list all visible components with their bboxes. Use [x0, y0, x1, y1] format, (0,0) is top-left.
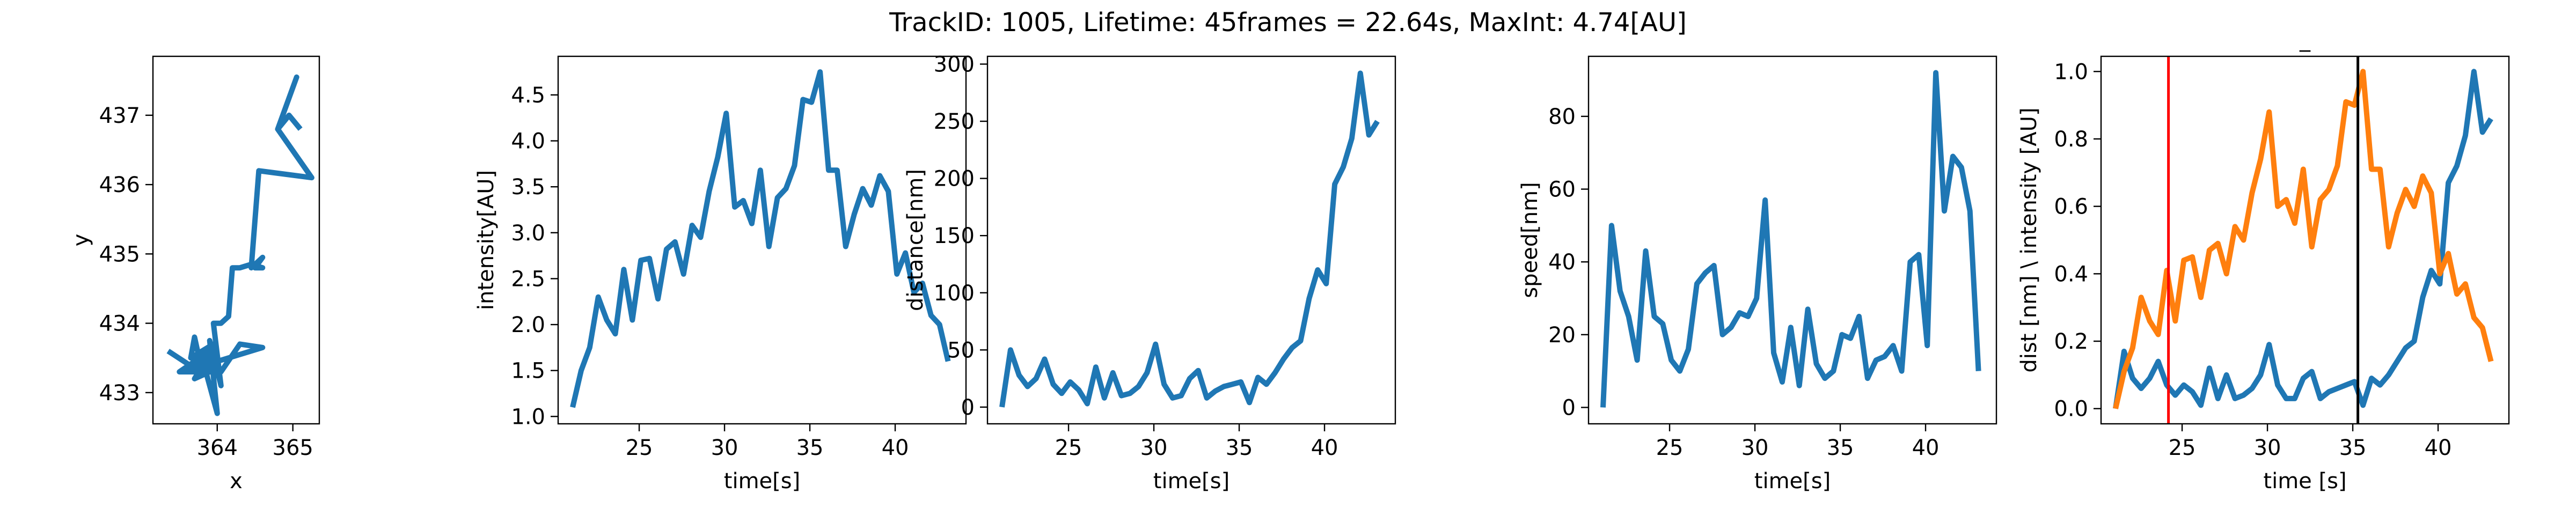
chart-trajectory-xlabel: x — [230, 469, 243, 494]
chart-speed-ylabel: speed[nm] — [1518, 182, 1542, 298]
chart-normalized: 25 30 35 40 0.0 0.2 0.4 0.6 0.8 1.0 time [s] dist [… — [2017, 27, 2510, 494]
chart-distance-xtick-label: 40 — [1311, 436, 1338, 460]
chart-speed-xtick-label: 40 — [1912, 436, 1940, 460]
chart-normalized-ylabel: dist [nm] \ intensity [AU] — [2017, 107, 2041, 372]
chart-intensity-ytick-label: 1.5 — [511, 359, 545, 384]
chart-trajectory: 364 365 433 434 435 436 437 x y — [69, 55, 320, 494]
chart-trajectory-frame — [152, 55, 320, 425]
chart-speed-series-0 — [1600, 70, 1981, 408]
chart-intensity-xtick-label: 25 — [626, 436, 653, 460]
chart-intensity-series-0 — [570, 69, 951, 408]
chart-normalized-ytick-label: 0.4 — [2054, 262, 2088, 286]
chart-speed-frame — [1587, 55, 1997, 425]
chart-intensity-xtick-label: 35 — [796, 436, 824, 460]
chart-distance-xlabel: time[s] — [1153, 469, 1230, 494]
chart-intensity-ytick-label: 1.0 — [511, 404, 545, 429]
chart-distance-ytick-label: 250 — [934, 109, 975, 134]
figure-suptitle: TrackID: 1005, Lifetime: 45frames = 22.6… — [889, 8, 1687, 38]
chart-normalized-frame — [2100, 55, 2510, 425]
chart-normalized-ytick-label: 0.0 — [2054, 397, 2088, 422]
chart-intensity-ytick-label: 2.0 — [511, 313, 545, 337]
chart-speed-ytick-label: 80 — [1548, 105, 1576, 129]
chart-intensity-xtick-label: 30 — [711, 436, 738, 460]
chart-trajectory-ytick-label: 433 — [99, 381, 140, 406]
chart-normalized-title: _ — [2299, 27, 2311, 52]
chart-intensity-ytick-label: 3.0 — [511, 221, 545, 246]
chart-speed-xlabel: time[s] — [1754, 469, 1831, 494]
chart-normalized-ytick-label: 0.8 — [2054, 127, 2088, 152]
chart-trajectory-ytick-label: 434 — [99, 312, 140, 336]
chart-intensity-xlabel: time[s] — [724, 469, 800, 494]
chart-distance-ytick-label: 100 — [934, 281, 975, 306]
chart-normalized-series-1 — [2113, 69, 2494, 409]
chart-normalized-series-0 — [2113, 69, 2493, 409]
chart-speed-xtick-label: 35 — [1827, 436, 1854, 460]
chart-trajectory-xtick-label: 364 — [197, 436, 238, 460]
chart-normalized-xtick-label: 25 — [2169, 436, 2196, 460]
chart-trajectory-ytick-label: 437 — [99, 104, 140, 128]
chart-distance-ytick-label: 300 — [934, 52, 975, 77]
chart-trajectory-xtick-label: 365 — [273, 436, 313, 460]
chart-speed-xtick-label: 30 — [1741, 436, 1769, 460]
chart-distance-xtick-label: 35 — [1226, 436, 1253, 460]
chart-distance-series-0 — [999, 70, 1380, 408]
chart-intensity-xtick-label: 40 — [882, 436, 909, 460]
chart-distance-xtick-label: 25 — [1055, 436, 1082, 460]
panels: 364 365 433 434 435 436 437 x y 25 30 35 40 1.0 1.5 2.0… — [69, 27, 2510, 494]
chart-normalized-ytick-label: 0.2 — [2054, 329, 2088, 354]
chart-distance-xtick-label: 30 — [1140, 436, 1168, 460]
chart-intensity-ytick-label: 2.5 — [511, 267, 545, 291]
chart-intensity-ytick-label: 4.5 — [511, 83, 545, 108]
chart-normalized-xtick-label: 35 — [2339, 436, 2367, 460]
chart-speed-ytick-label: 0 — [1562, 395, 1576, 420]
chart-distance-frame — [986, 55, 1396, 425]
chart-trajectory-ytick-label: 436 — [99, 173, 140, 197]
chart-speed: 25 30 35 40 0 20 40 60 80 time[s] speed[nm] — [1518, 55, 1997, 494]
chart-distance-ytick-label: 50 — [947, 338, 975, 363]
chart-distance-ytick-label: 200 — [934, 167, 975, 192]
chart-normalized-xlabel: time [s] — [2263, 469, 2346, 494]
chart-intensity-ylabel: intensity[AU] — [474, 170, 499, 310]
chart-intensity: 25 30 35 40 1.0 1.5 2.0 2.5 3.0 3.5 4.0 4.5 time[s] i… — [474, 55, 967, 494]
chart-speed-xtick-label: 25 — [1656, 436, 1684, 460]
chart-distance-ytick-label: 150 — [934, 224, 975, 248]
chart-distance-ylabel: distance[nm] — [903, 169, 928, 311]
chart-intensity-frame — [557, 55, 967, 425]
chart-trajectory-ytick-label: 435 — [99, 242, 140, 267]
chart-normalized-xtick-label: 30 — [2254, 436, 2281, 460]
chart-distance: 25 30 35 40 0 50 100 150 200 250 300 time[s] distanc… — [903, 52, 1396, 494]
chart-speed-ytick-label: 20 — [1548, 323, 1576, 348]
chart-speed-ytick-label: 60 — [1548, 178, 1576, 202]
chart-normalized-ytick-label: 1.0 — [2054, 60, 2088, 84]
chart-distance-ytick-label: 0 — [961, 395, 975, 420]
chart-intensity-ytick-label: 4.0 — [511, 129, 545, 154]
chart-intensity-ytick-label: 3.5 — [511, 175, 545, 200]
chart-speed-ytick-label: 40 — [1548, 250, 1576, 275]
chart-normalized-ytick-label: 0.6 — [2054, 195, 2088, 219]
chart-trajectory-ylabel: y — [69, 234, 93, 247]
chart-trajectory-series-0 — [166, 74, 314, 416]
chart-normalized-xtick-label: 40 — [2425, 436, 2452, 460]
